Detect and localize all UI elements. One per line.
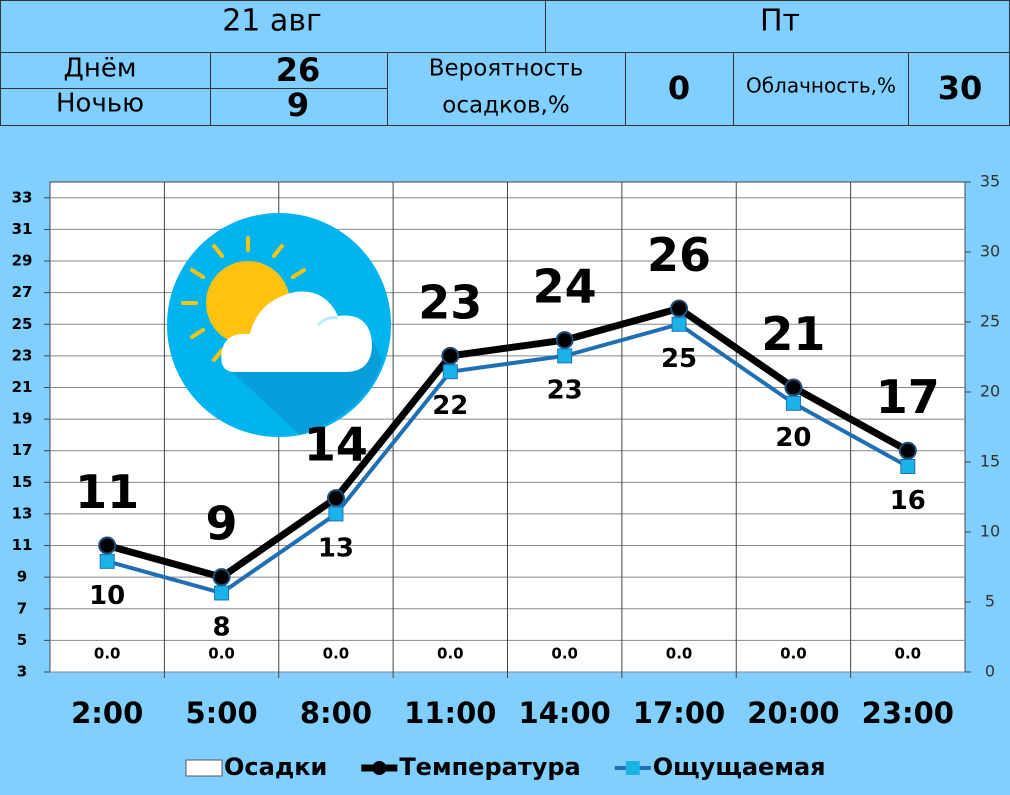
precip-label: 0.0 — [666, 645, 693, 663]
day-label: Днём — [64, 54, 137, 84]
data-label: 11 — [75, 465, 139, 519]
legend-label: Осадки — [224, 753, 327, 781]
y-tick-label: 7 — [17, 599, 27, 617]
y2-tick-label: 20 — [980, 382, 1000, 401]
data-label: 10 — [89, 581, 125, 611]
y2-tick-label: 5 — [985, 592, 995, 611]
y2-tick-label: 15 — [980, 452, 1000, 471]
x-tick-label: 20:00 — [747, 696, 839, 730]
marker — [98, 536, 117, 555]
data-label: 8 — [213, 612, 231, 642]
marker — [900, 459, 916, 475]
y-tick-label: 11 — [12, 536, 33, 554]
marker — [441, 346, 460, 365]
marker — [898, 441, 917, 460]
marker — [99, 553, 115, 569]
data-label: 24 — [533, 260, 597, 314]
y2-tick-label: 35 — [980, 172, 1000, 191]
data-label: 13 — [318, 533, 354, 563]
header: 21 авг Пт Днём Ночью 26 9 Вероятность ос… — [0, 0, 1010, 126]
y2-tick-label: 30 — [980, 242, 1000, 261]
y-tick-label: 31 — [12, 220, 33, 238]
y-tick-label: 19 — [12, 410, 33, 428]
marker — [328, 506, 344, 522]
series-line — [106, 304, 910, 581]
y-tick-label: 27 — [12, 283, 33, 301]
series-line — [106, 322, 909, 595]
data-label: 23 — [418, 275, 482, 329]
legend-label: Температура — [399, 753, 580, 781]
precip-label: Вероятность — [429, 56, 584, 82]
y2-tick-label: 0 — [985, 662, 995, 681]
data-label: 17 — [876, 370, 940, 424]
legend-label: Ощущаемая — [653, 753, 826, 781]
y-tick-label: 23 — [12, 346, 33, 364]
marker — [784, 378, 803, 397]
y-tick-label: 9 — [17, 568, 27, 586]
precip-label: 0.0 — [437, 645, 464, 663]
y-tick-label: 3 — [17, 663, 27, 681]
data-label: 14 — [304, 418, 368, 472]
marker — [670, 299, 689, 318]
data-label: 20 — [775, 423, 811, 453]
x-tick-label: 8:00 — [300, 696, 372, 730]
precip-label: 0.0 — [551, 645, 578, 663]
legend-swatch — [185, 759, 223, 777]
y-tick-label: 13 — [12, 504, 33, 522]
y-tick-label: 17 — [12, 441, 33, 459]
weather-icon — [167, 213, 391, 437]
weekday: Пт — [760, 4, 800, 39]
y2-tick-label: 10 — [980, 522, 1000, 541]
x-tick-label: 23:00 — [862, 696, 954, 730]
y-tick-label: 25 — [12, 315, 33, 333]
chart: 3579111315171921232527293133051015202530… — [12, 172, 1001, 782]
x-tick-label: 11:00 — [404, 696, 496, 730]
day-temp: 26 — [276, 51, 321, 89]
precip-label: 0.0 — [895, 645, 922, 663]
x-tick-label: 5:00 — [185, 696, 257, 730]
data-label: 9 — [206, 497, 238, 551]
y-tick-label: 29 — [12, 252, 33, 270]
marker — [555, 331, 574, 350]
legend-swatch — [625, 761, 640, 775]
data-label: 16 — [890, 486, 926, 516]
marker — [671, 316, 687, 332]
y-tick-label: 21 — [12, 378, 33, 396]
data-label: 23 — [547, 375, 583, 405]
cloud-label: Облачность,% — [746, 74, 896, 98]
marker — [214, 585, 230, 601]
x-tick-label: 17:00 — [633, 696, 725, 730]
data-label: 21 — [761, 307, 825, 361]
y-tick-label: 5 — [17, 631, 27, 649]
y-tick-label: 15 — [12, 473, 33, 491]
data-label: 25 — [661, 344, 697, 374]
legend-swatch — [372, 761, 387, 775]
precip-label: осадков,% — [442, 93, 569, 119]
marker — [442, 364, 458, 380]
marker — [212, 568, 231, 587]
precip-label: 0.0 — [780, 645, 807, 663]
y2-tick-label: 25 — [980, 312, 1000, 331]
y-tick-label: 33 — [12, 188, 33, 206]
marker — [557, 348, 573, 364]
precip-label: 0.0 — [323, 645, 350, 663]
data-label: 26 — [647, 228, 711, 282]
night-temp: 9 — [287, 86, 309, 124]
cloud-value: 30 — [938, 69, 983, 107]
data-label: 22 — [432, 391, 468, 421]
precip-value: 0 — [668, 69, 690, 107]
precip-label: 0.0 — [94, 645, 121, 663]
marker — [785, 395, 801, 411]
marker — [326, 489, 345, 508]
night-label: Ночью — [56, 89, 144, 119]
x-tick-label: 14:00 — [519, 696, 611, 730]
date: 21 авг — [222, 4, 322, 39]
precip-label: 0.0 — [208, 645, 235, 663]
x-tick-label: 2:00 — [71, 696, 143, 730]
